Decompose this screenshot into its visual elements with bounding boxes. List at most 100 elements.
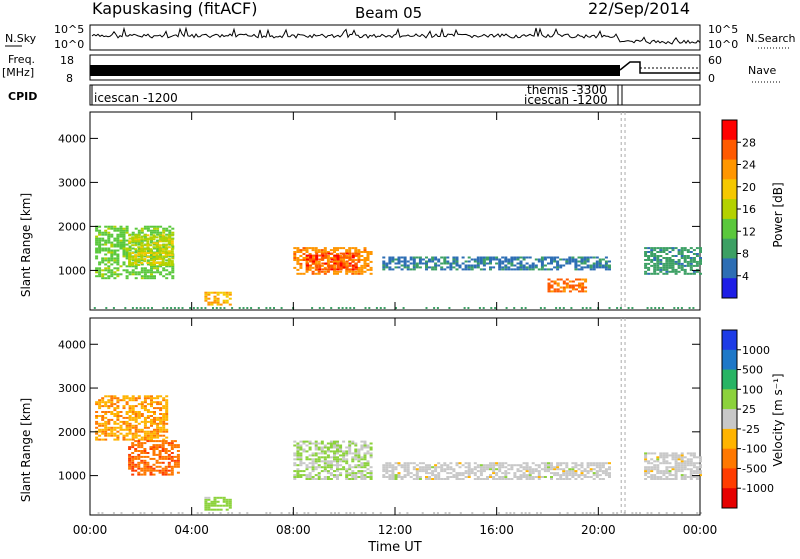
power-cell xyxy=(146,263,150,266)
velocity-cell xyxy=(345,458,349,461)
power-cell xyxy=(339,260,343,263)
power-cell xyxy=(537,258,541,261)
velocity-cell xyxy=(440,466,444,469)
power-cell xyxy=(571,256,575,259)
noise-right-tick-high: 10^5 xyxy=(708,23,738,36)
velocity-ground-cell xyxy=(398,512,401,514)
velocity-cell xyxy=(531,472,535,475)
power-cell xyxy=(388,256,392,259)
velocity-cell xyxy=(562,474,566,477)
velocity-cell xyxy=(161,455,165,458)
power-cell xyxy=(122,251,126,254)
velocity-cell xyxy=(158,446,162,449)
power-cell xyxy=(665,262,669,265)
power-cell xyxy=(486,256,489,259)
velocity-ground-cell xyxy=(139,512,142,514)
velocity-cell xyxy=(210,502,214,505)
velocity-cell xyxy=(156,401,160,404)
velocity-cell xyxy=(164,457,168,460)
power-cell xyxy=(155,236,159,239)
velocity-cell xyxy=(689,472,693,475)
power-cell xyxy=(589,266,593,269)
power-cell xyxy=(689,260,693,263)
power-cell xyxy=(98,267,102,270)
velocity-cell xyxy=(125,438,129,441)
velocity-cell xyxy=(559,464,563,467)
power-cell xyxy=(143,238,147,241)
velocity-cell xyxy=(489,476,492,478)
power-cell xyxy=(357,253,361,255)
velocity-cell xyxy=(101,424,105,427)
power-cell xyxy=(95,229,99,232)
power-cell xyxy=(321,252,325,255)
power-colorbar-tick-label: 20 xyxy=(742,181,756,194)
power-cell xyxy=(534,264,538,267)
velocity-cell xyxy=(311,442,315,445)
velocity-cell xyxy=(467,470,471,473)
velocity-cell xyxy=(159,430,163,433)
velocity-cell xyxy=(522,474,526,477)
velocity-cell xyxy=(159,428,163,431)
power-cell xyxy=(581,278,585,281)
velocity-cell xyxy=(692,462,696,465)
velocity-cell xyxy=(363,476,367,478)
velocity-cell xyxy=(101,428,105,431)
velocity-cell xyxy=(165,395,169,398)
power-cell xyxy=(354,249,358,252)
power-ground-cell xyxy=(112,307,115,309)
velocity-cell xyxy=(156,424,160,427)
velocity-cell xyxy=(400,478,404,480)
velocity-cell xyxy=(308,474,312,477)
power-cell xyxy=(153,229,156,232)
velocity-cell xyxy=(110,432,114,435)
power-cell xyxy=(137,254,141,257)
power-cell xyxy=(150,269,153,272)
power-cell xyxy=(547,286,551,289)
power-cell xyxy=(699,247,702,250)
power-cell xyxy=(568,258,572,261)
velocity-cell xyxy=(204,500,208,503)
power-cell xyxy=(95,255,99,258)
velocity-cell xyxy=(95,422,99,425)
power-cell xyxy=(653,264,657,267)
power-cell xyxy=(446,260,450,263)
power-cell xyxy=(161,262,165,264)
power-cell xyxy=(155,258,159,261)
power-cell xyxy=(116,241,120,244)
velocity-cell xyxy=(336,460,339,463)
power-cell xyxy=(143,239,147,242)
velocity-cell xyxy=(495,472,499,475)
power-cell xyxy=(656,251,660,253)
power-cell xyxy=(318,266,322,269)
power-cell xyxy=(165,265,169,268)
velocity-cell xyxy=(104,434,108,437)
power-cell xyxy=(153,247,156,250)
velocity-cell xyxy=(176,457,180,460)
velocity-cell xyxy=(131,411,135,413)
power-cell xyxy=(671,268,675,271)
velocity-cell xyxy=(699,466,702,469)
velocity-cell xyxy=(293,454,297,457)
power-cell xyxy=(101,249,105,252)
velocity-cell xyxy=(222,496,226,499)
velocity-cell xyxy=(406,474,410,477)
velocity-cell xyxy=(165,407,169,410)
power-cell xyxy=(161,252,165,255)
velocity-cell xyxy=(357,464,361,467)
velocity-cell xyxy=(336,446,339,449)
velocity-cell xyxy=(595,474,599,477)
x-tick-label: 00:00 xyxy=(683,523,718,537)
power-cell xyxy=(336,256,340,259)
velocity-cell xyxy=(351,476,355,478)
velocity-cell xyxy=(302,442,306,445)
velocity-cell xyxy=(143,422,147,425)
power-cell xyxy=(167,252,171,255)
power-ground-cell xyxy=(166,307,169,309)
power-cell xyxy=(498,258,502,261)
velocity-cell xyxy=(434,468,438,471)
velocity-cell xyxy=(125,434,129,437)
power-cell xyxy=(107,247,111,250)
velocity-cell xyxy=(363,454,367,457)
velocity-cell xyxy=(668,470,672,473)
velocity-cell xyxy=(363,478,367,480)
